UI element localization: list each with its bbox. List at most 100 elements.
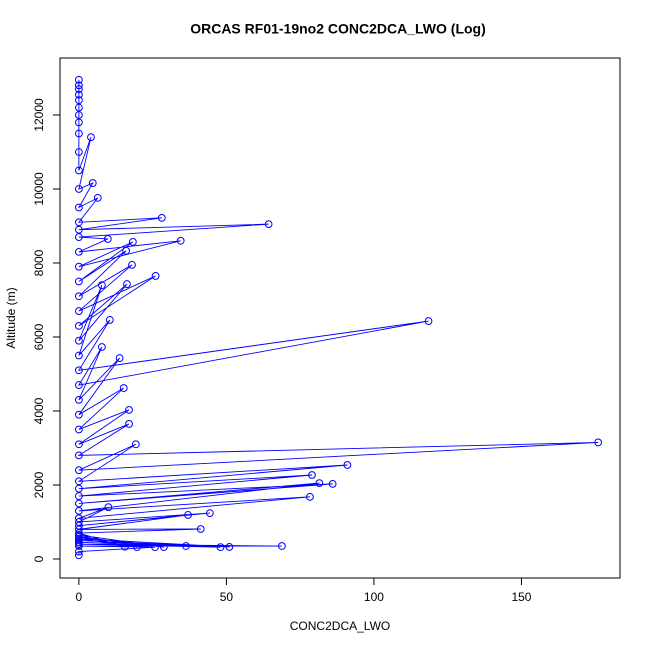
data-point	[306, 492, 314, 501]
data-point	[74, 81, 83, 90]
data-point	[74, 499, 83, 508]
data-point	[74, 103, 83, 112]
data-point	[205, 509, 214, 518]
data-point	[74, 247, 83, 256]
x-tick-label: 150	[511, 590, 531, 604]
data-point	[74, 521, 83, 530]
data-point	[328, 479, 337, 488]
data-point	[97, 281, 106, 290]
data-point	[104, 503, 113, 512]
y-tick-label: 0	[32, 555, 46, 562]
data-point	[74, 440, 83, 449]
data-point	[424, 317, 433, 325]
data-point	[115, 354, 124, 362]
data-point	[343, 461, 352, 469]
data-point	[122, 246, 130, 255]
data-point	[74, 366, 83, 375]
data-point	[216, 543, 225, 552]
data-point	[74, 395, 83, 404]
y-tick-label: 6000	[32, 323, 46, 350]
data-point	[196, 525, 205, 533]
data-point	[74, 166, 83, 175]
data-point	[264, 220, 273, 229]
data-point	[74, 185, 83, 193]
data-point	[128, 237, 137, 246]
data-point	[74, 118, 83, 127]
data-point	[125, 405, 133, 414]
data-point	[74, 381, 83, 389]
data-point	[121, 542, 129, 551]
data-point	[74, 218, 83, 227]
data-point	[123, 280, 131, 288]
data-point	[88, 179, 97, 187]
data-point	[74, 203, 83, 212]
y-axis-label: Altitude (m)	[4, 287, 18, 348]
data-point	[182, 542, 190, 550]
data-point	[74, 466, 83, 475]
data-point	[74, 477, 83, 486]
data-point	[74, 233, 83, 241]
x-tick-label: 50	[220, 590, 234, 604]
data-point	[74, 425, 83, 434]
data-point	[105, 316, 114, 324]
y-tick-label: 4000	[32, 397, 46, 424]
data-point	[74, 148, 83, 156]
y-tick-label: 8000	[32, 249, 46, 276]
y-tick-label: 10000	[32, 172, 46, 206]
data-point	[133, 543, 141, 552]
data-point	[74, 111, 83, 119]
data-point	[159, 543, 168, 552]
data-point	[74, 336, 83, 345]
data-point	[74, 90, 83, 99]
data-point	[74, 85, 83, 93]
data-point	[74, 492, 83, 500]
x-tick-label: 100	[364, 590, 384, 604]
data-point	[131, 440, 140, 449]
data-point	[119, 384, 128, 392]
data-point	[74, 292, 83, 301]
data-point	[74, 547, 83, 556]
data-point	[176, 236, 185, 245]
data-point	[74, 525, 83, 534]
data-point	[74, 321, 83, 330]
data-point	[74, 96, 83, 105]
data-point	[128, 260, 136, 269]
data-point	[184, 511, 192, 519]
data-point	[125, 420, 133, 428]
data-point	[74, 277, 83, 286]
data-point	[308, 471, 316, 479]
plot-box	[59, 57, 621, 579]
data-point	[74, 484, 83, 493]
data-point	[315, 479, 324, 488]
y-tick-label: 2000	[32, 471, 46, 498]
data-point	[103, 235, 112, 243]
data-point	[87, 133, 95, 142]
data-point	[151, 543, 159, 552]
data-point	[74, 529, 83, 537]
data-point	[74, 518, 83, 526]
data-point	[74, 262, 83, 271]
data-point	[277, 542, 286, 550]
y-tick-label: 12000	[32, 98, 46, 132]
data-point	[74, 129, 83, 138]
data-point	[74, 551, 83, 560]
data-point	[594, 438, 603, 447]
data-point	[74, 506, 83, 515]
data-point	[74, 225, 83, 234]
data-point	[74, 351, 83, 360]
data-point	[74, 451, 83, 460]
data-point	[74, 514, 83, 523]
chart-title: ORCAS RF01-19no2 CONC2DCA_LWO (Log)	[190, 21, 486, 37]
x-tick-label: 0	[76, 590, 83, 604]
data-point	[157, 213, 166, 222]
data-point	[74, 75, 83, 84]
data-point	[225, 543, 234, 551]
data-point	[151, 272, 160, 280]
data-point	[74, 307, 83, 315]
data-point	[97, 343, 106, 351]
data-point	[74, 410, 83, 419]
x-axis-label: CONC2DCA_LWO	[290, 619, 390, 633]
data-point	[93, 193, 102, 202]
